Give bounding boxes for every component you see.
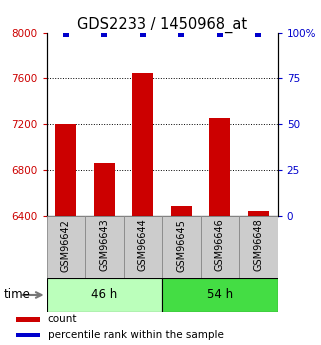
Text: count: count	[48, 314, 77, 324]
Bar	[47, 278, 162, 312]
Text: 46 h: 46 h	[91, 288, 117, 302]
Text: 54 h: 54 h	[207, 288, 233, 302]
Text: percentile rank within the sample: percentile rank within the sample	[48, 330, 223, 340]
Bar	[94, 163, 115, 216]
Bar	[16, 333, 40, 337]
Bar	[162, 278, 278, 312]
Bar	[55, 124, 76, 216]
Text: GSM96644: GSM96644	[138, 219, 148, 272]
Text: time: time	[3, 288, 30, 302]
Bar	[171, 206, 192, 216]
Bar	[209, 118, 230, 216]
Bar	[16, 317, 40, 322]
Text: GSM96648: GSM96648	[253, 219, 264, 272]
Bar	[248, 211, 269, 216]
Bar	[132, 73, 153, 216]
Text: GSM96642: GSM96642	[61, 219, 71, 272]
Text: GSM96645: GSM96645	[176, 219, 187, 272]
Bar	[162, 216, 201, 278]
Text: GSM96643: GSM96643	[99, 219, 109, 272]
Text: GSM96646: GSM96646	[215, 219, 225, 272]
Bar	[124, 216, 162, 278]
Bar	[85, 216, 124, 278]
Bar	[239, 216, 278, 278]
Bar	[201, 216, 239, 278]
Title: GDS2233 / 1450968_at: GDS2233 / 1450968_at	[77, 17, 247, 33]
Bar	[47, 216, 85, 278]
